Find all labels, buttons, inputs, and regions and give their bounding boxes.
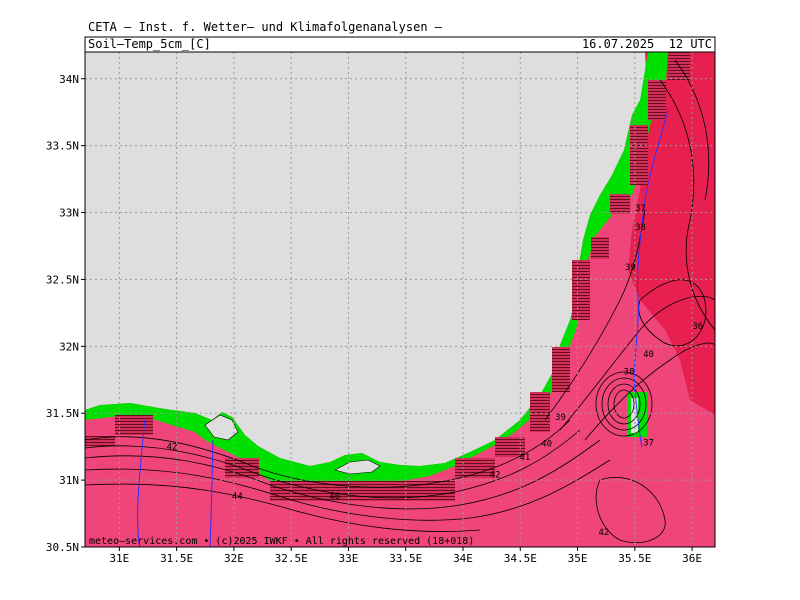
axis-ticks: 31E 31.5E 32E 32.5E 33E 33.5E 34E 34.5E 35E 35.5E… [46, 73, 702, 565]
copyright-footer: meteo—services.com • (c)2025 IWKF • All … [89, 536, 474, 547]
product-label: Soil—Temp_5cm_[C] [88, 37, 211, 51]
contour-label: 42 [167, 442, 178, 452]
header-band [84, 36, 716, 53]
x-tick-label: 32E [224, 552, 244, 565]
contour-label: 40 [643, 350, 654, 360]
contour-label: 44 [232, 492, 243, 502]
contour-label: 42 [598, 528, 609, 538]
y-tick-label: 34N [59, 73, 79, 86]
jordan-river [633, 109, 669, 448]
x-tick-label: 36E [682, 552, 702, 565]
contour-label: 46 [329, 492, 340, 502]
y-tick-label: 31N [59, 474, 79, 487]
y-tick-label: 32.5N [46, 273, 79, 286]
x-tick-label: 35.5E [618, 552, 651, 565]
coastal-lagoon [334, 459, 381, 475]
contour-labels: 42 44 46 42 41 40 39 38 40 39 38 37 36 42 37 [167, 204, 704, 538]
contour-label: 38 [635, 223, 646, 233]
y-tick-label: 32N [59, 340, 79, 353]
x-tick-label: 32.5E [275, 552, 308, 565]
dead-sea-water [631, 398, 638, 433]
lat-lon-grid [85, 52, 715, 547]
header-title: CETA — Inst. f. Wetter— und Klimafolgena… [88, 20, 443, 34]
land-area [85, 52, 715, 547]
contour-label: 36 [692, 322, 703, 332]
x-tick-label: 33E [339, 552, 359, 565]
contour-label: 39 [555, 413, 566, 423]
contour-label: 37 [635, 204, 646, 214]
x-tick-label: 31.5E [160, 552, 193, 565]
valid-time: 16.07.2025 12 UTC [581, 37, 712, 51]
contour-label: 40 [541, 440, 552, 450]
y-tick-label: 30.5N [46, 541, 79, 554]
x-tick-label: 31E [109, 552, 129, 565]
hot-zone [628, 52, 715, 415]
suez-canal [209, 439, 214, 547]
y-tick-label: 31.5N [46, 407, 79, 420]
x-tick-label: 33.5E [389, 552, 422, 565]
contour-label: 39 [625, 263, 636, 273]
nile-branch-river [137, 419, 146, 547]
y-tick-label: 33N [59, 207, 79, 220]
isotherm-lines [85, 59, 715, 544]
contour-label: 37 [643, 438, 654, 448]
x-tick-label: 35E [568, 552, 588, 565]
x-tick-label: 34E [453, 552, 473, 565]
map-frame [84, 51, 716, 548]
contour-label: 42 [490, 470, 501, 480]
y-tick-label: 33.5N [46, 140, 79, 153]
contour-label: 41 [519, 453, 530, 463]
contour-label: 38 [624, 367, 635, 377]
x-tick-label: 34.5E [504, 552, 537, 565]
bardawil-lagoon [204, 414, 239, 441]
